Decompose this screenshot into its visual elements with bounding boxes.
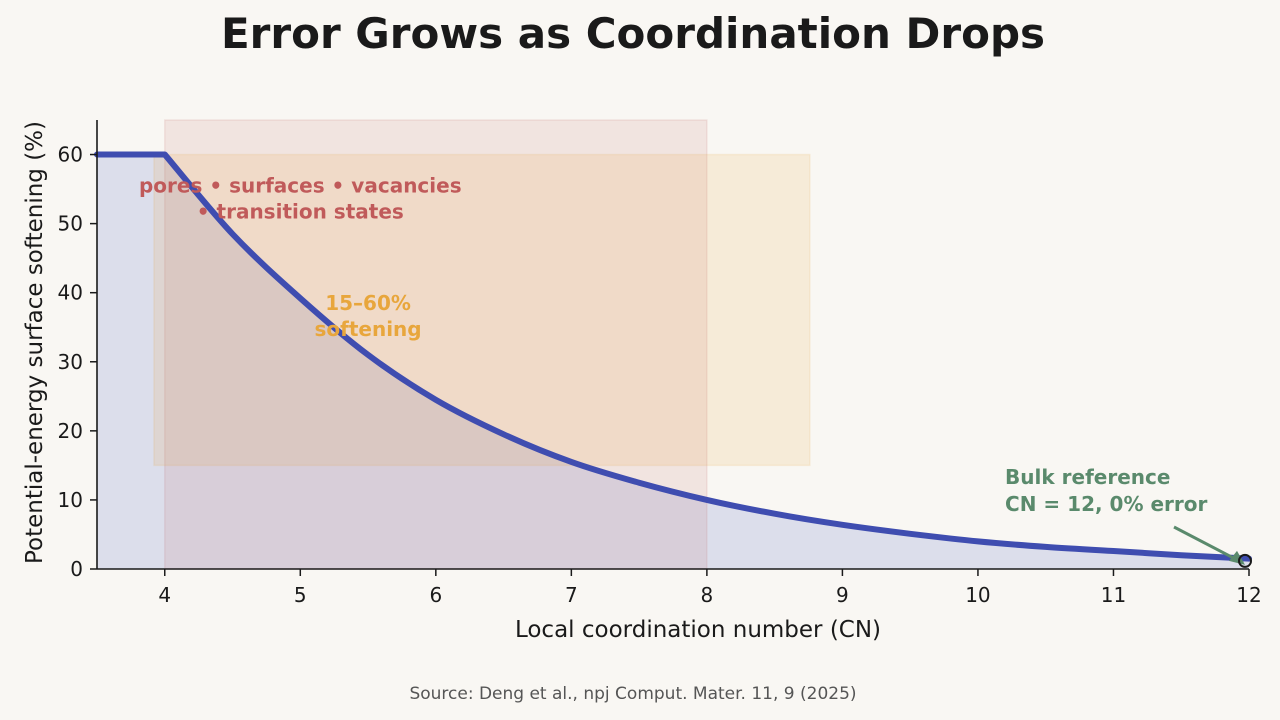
x-axis-label: Local coordination number (CN) xyxy=(515,617,881,643)
bulk-annotation-arrowhead xyxy=(1229,550,1245,565)
region-label-2-line-2: softening xyxy=(314,317,421,341)
x-tick-label: 7 xyxy=(565,583,578,607)
source-note: Source: Deng et al., npj Comput. Mater. … xyxy=(409,684,856,704)
x-tick-label: 11 xyxy=(1101,583,1126,607)
series-line xyxy=(94,151,1252,562)
x-tick-label: 4 xyxy=(158,583,171,607)
shaded-region-1 xyxy=(164,119,708,570)
x-tick-label: 5 xyxy=(294,583,307,607)
y-tick-label: 40 xyxy=(58,281,83,305)
axes: 4 5 6 7 8 9 10 11 12 0 10 20 30 40 50 60 xyxy=(58,120,1262,607)
bulk-reference-marker xyxy=(1238,553,1252,568)
shaded-region-2 xyxy=(153,153,811,467)
x-tick-label: 9 xyxy=(836,583,849,607)
x-tick-label: 12 xyxy=(1236,583,1261,607)
bulk-annotation-line-2: CN = 12, 0% error xyxy=(1005,492,1207,516)
y-ticks: 0 10 20 30 40 50 60 xyxy=(58,143,97,581)
region-label-1-line-1: pores • surfaces • vacancies xyxy=(139,174,462,198)
annotations: pores • surfaces • vacancies• transition… xyxy=(139,174,1252,568)
y-tick-label: 20 xyxy=(58,419,83,443)
regions xyxy=(153,119,811,570)
chart-title: Error Grows as Coordination Drops xyxy=(221,9,1045,58)
region-label-2-line-1: 15–60% xyxy=(325,291,411,315)
x-ticks: 4 5 6 7 8 9 10 11 12 xyxy=(158,569,1262,607)
plot-area xyxy=(94,119,1252,570)
y-tick-label: 30 xyxy=(58,350,83,374)
area-fill xyxy=(97,154,1249,569)
y-tick-label: 0 xyxy=(70,557,83,581)
x-tick-label: 8 xyxy=(701,583,714,607)
y-tick-label: 60 xyxy=(58,143,83,167)
y-tick-label: 50 xyxy=(58,212,83,236)
bulk-annotation-line-1: Bulk reference xyxy=(1005,465,1170,489)
y-tick-label: 10 xyxy=(58,488,83,512)
y-axis-label: Potential-energy surface softening (%) xyxy=(22,121,48,564)
bulk-annotation-arrow xyxy=(1173,525,1244,565)
region-label-1-line-2: • transition states xyxy=(197,200,404,224)
x-tick-label: 6 xyxy=(429,583,442,607)
x-tick-label: 10 xyxy=(965,583,990,607)
